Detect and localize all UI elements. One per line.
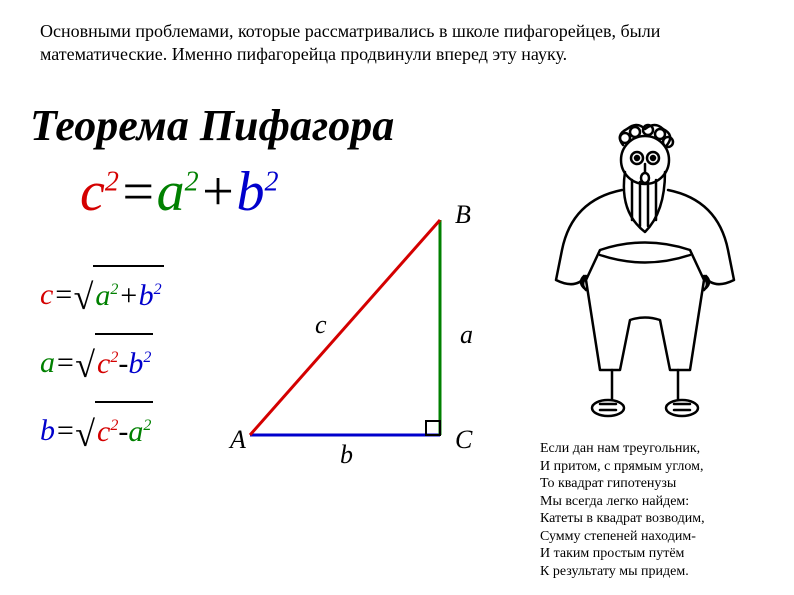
triangle-svg [230,200,490,460]
poem-line: К результату мы придем. [540,563,705,581]
poem: Если дан нам треугольник, И притом, с пр… [540,440,705,580]
poem-line: И таким простым путём [540,545,705,563]
eq-a: a=√c2-b2 [40,328,164,396]
poem-line: Если дан нам треугольник, [540,440,705,458]
pythagoras-figure [540,120,750,420]
side-a-label: a [460,320,473,350]
triangle-diagram: A B C c a b [230,200,490,460]
vertex-A: A [230,425,246,455]
right-angle-icon [426,421,440,435]
eq-c: c=√a2+b2 [40,260,164,328]
poem-line: Мы всегда легко найдем: [540,493,705,511]
side-b-label: b [340,440,353,470]
side-c-label: c [315,310,327,340]
var-a: a2 [157,161,199,223]
derived-equations: c=√a2+b2 a=√c2-b2 b=√c2-a2 [40,260,164,465]
vertex-C: C [455,425,472,455]
poem-line: Катеты в квадрат возводим, [540,510,705,528]
var-c: c2 [80,161,119,223]
side-c-line [250,220,440,435]
intro-text: Основными проблемами, которые рассматрив… [40,20,754,65]
eq-b: b=√c2-a2 [40,397,164,465]
theorem-title: Теорема Пифагора [30,100,394,151]
poem-line: Сумму степеней находим- [540,528,705,546]
vertex-B: B [455,200,471,230]
poem-line: И притом, с прямым углом, [540,458,705,476]
poem-line: То квадрат гипотенузы [540,475,705,493]
